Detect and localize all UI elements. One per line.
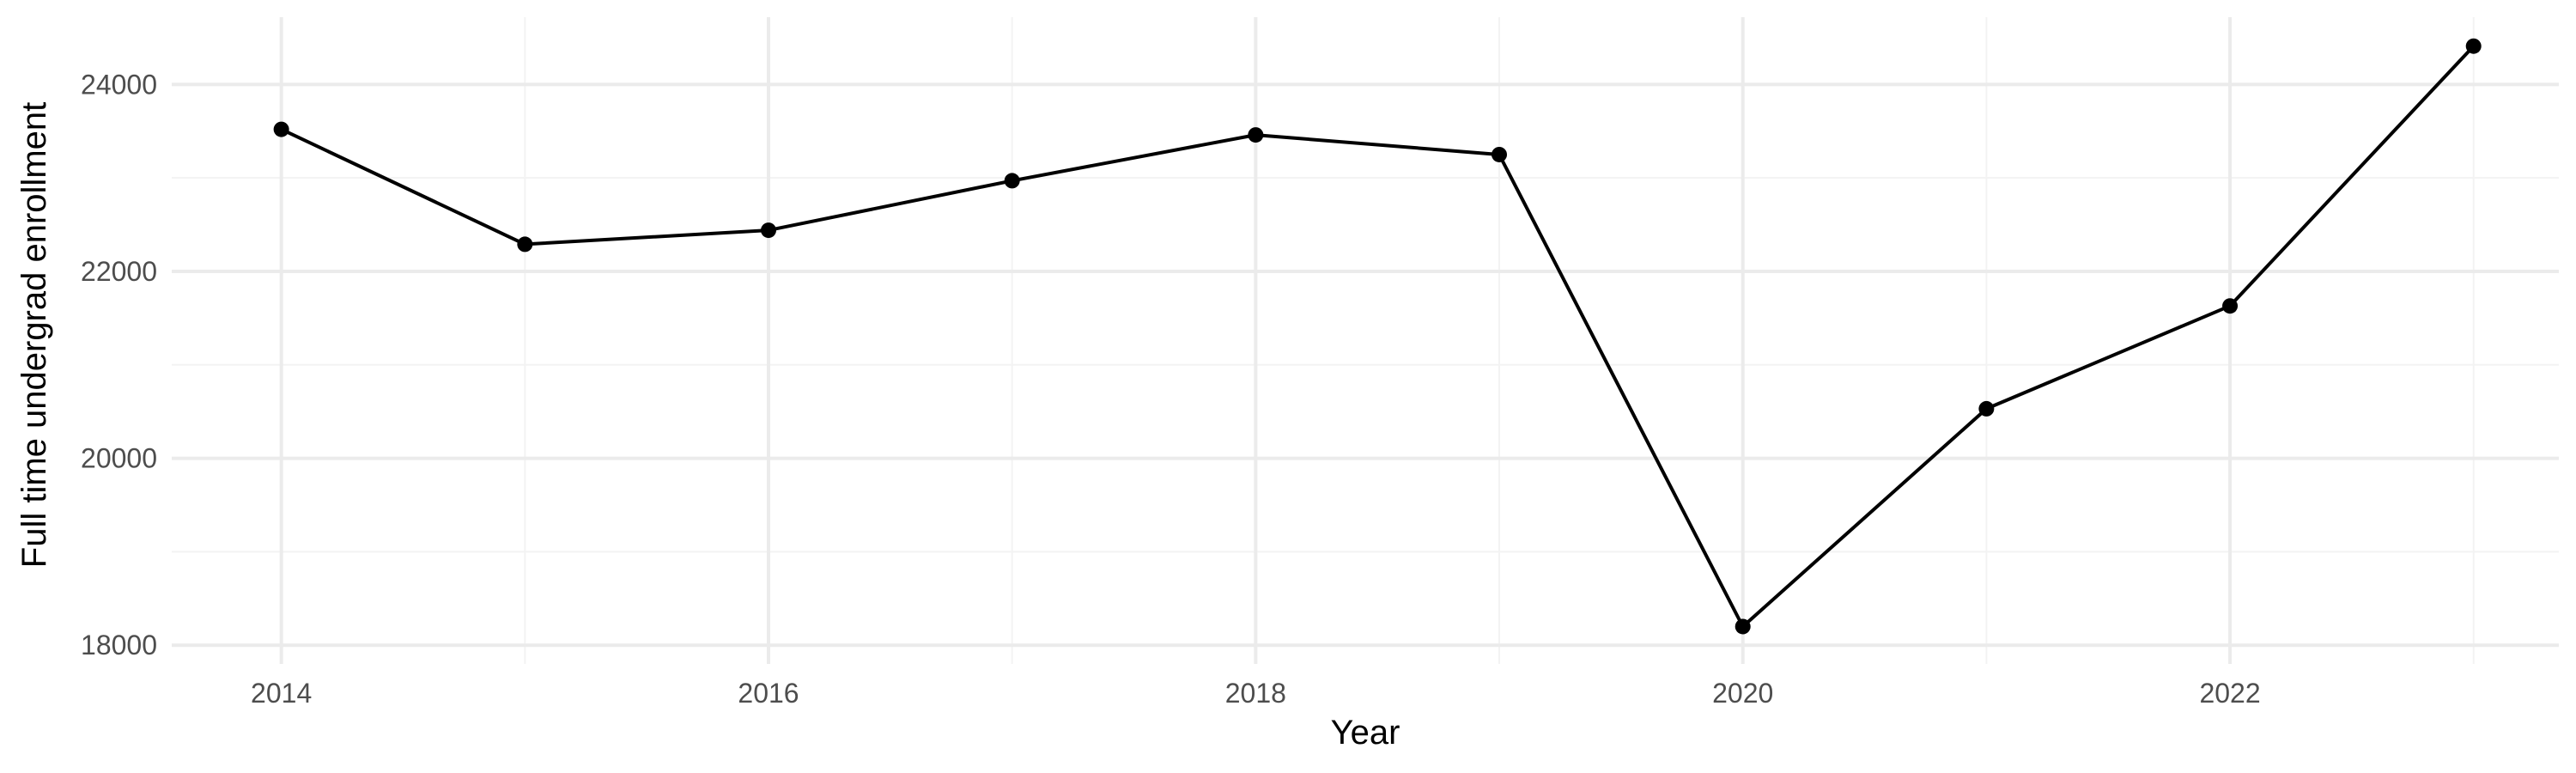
x-tick-label: 2016: [738, 678, 799, 709]
data-point: [1492, 146, 1508, 162]
y-tick-label: 20000: [81, 443, 157, 474]
y-tick-label: 22000: [81, 256, 157, 287]
x-tick-label: 2022: [2199, 678, 2260, 709]
x-tick-label: 2020: [1712, 678, 1773, 709]
data-point: [273, 121, 289, 137]
data-point: [1735, 618, 1751, 635]
data-point: [761, 222, 776, 239]
y-axis-title: Full time undergrad enrollment: [15, 102, 53, 568]
x-tick-label: 2018: [1225, 678, 1286, 709]
y-tick-label: 24000: [81, 69, 157, 100]
y-axis-ticks: 18000 20000 22000 24000: [81, 69, 157, 660]
data-point: [517, 236, 533, 253]
x-tick-label: 2014: [251, 678, 312, 709]
x-axis-ticks: 2014 2016 2018 2020 2022: [251, 678, 2261, 709]
grid: [172, 17, 2559, 664]
data-point: [1004, 173, 1020, 189]
x-axis-title: Year: [1331, 714, 1400, 752]
data-point: [1978, 400, 1995, 417]
data-point: [2465, 38, 2482, 54]
series-line: [280, 45, 2476, 629]
series-layer: [273, 38, 2482, 635]
y-tick-label: 18000: [81, 630, 157, 660]
data-point: [1248, 127, 1264, 143]
data-point: [2222, 298, 2239, 314]
